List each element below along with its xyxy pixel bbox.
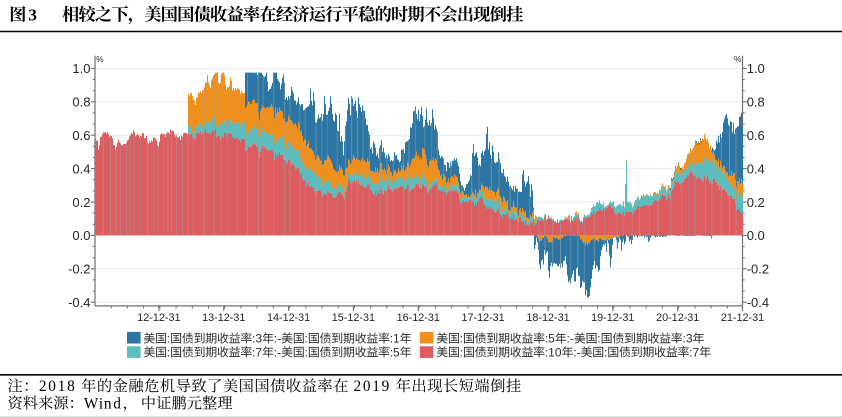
svg-text:0.8: 0.8 <box>747 95 765 110</box>
svg-text:21-12-31: 21-12-31 <box>721 312 764 324</box>
svg-text:-0.4: -0.4 <box>747 295 769 310</box>
svg-text::: : <box>604 345 607 359</box>
svg-text:0.4: 0.4 <box>747 161 765 176</box>
svg-text::: : <box>597 332 600 346</box>
svg-text::: : <box>460 345 463 359</box>
svg-text:12-12-31: 12-12-31 <box>137 312 180 324</box>
svg-text::: : <box>304 332 307 346</box>
svg-text::7: :7 <box>252 345 262 359</box>
svg-text::-: :- <box>567 332 574 346</box>
svg-text:0.6: 0.6 <box>72 128 90 143</box>
svg-text:-0.2: -0.2 <box>747 262 769 277</box>
svg-text::: : <box>304 345 307 359</box>
svg-text::10: :10 <box>545 345 562 359</box>
svg-text::: : <box>167 332 170 346</box>
svg-text:1.0: 1.0 <box>747 61 765 76</box>
svg-text:1.0: 1.0 <box>72 61 90 76</box>
svg-text:%: % <box>96 55 103 64</box>
svg-text:14-12-31: 14-12-31 <box>267 312 310 324</box>
svg-text:2019: 2019 <box>353 378 389 395</box>
svg-text:13-12-31: 13-12-31 <box>202 312 245 324</box>
svg-text::-: :- <box>274 332 281 346</box>
svg-text:-0.4: -0.4 <box>68 295 90 310</box>
svg-text::3: :3 <box>252 332 262 346</box>
svg-text:0.6: 0.6 <box>747 128 765 143</box>
svg-text:3: 3 <box>28 5 37 24</box>
svg-text::: : <box>167 345 170 359</box>
svg-text:%: % <box>734 55 741 64</box>
svg-text:0.0: 0.0 <box>747 228 765 243</box>
svg-text::-: :- <box>573 345 580 359</box>
svg-text:20-12-31: 20-12-31 <box>656 312 699 324</box>
svg-text:0.2: 0.2 <box>72 195 90 210</box>
svg-text::-: :- <box>274 345 281 359</box>
svg-text::3: :3 <box>683 332 693 346</box>
svg-text::5: :5 <box>545 332 555 346</box>
svg-text:0.0: 0.0 <box>72 228 90 243</box>
svg-text::5: :5 <box>390 345 400 359</box>
svg-text:18-12-31: 18-12-31 <box>526 312 569 324</box>
svg-text:-0.2: -0.2 <box>68 262 90 277</box>
svg-text:17-12-31: 17-12-31 <box>461 312 504 324</box>
svg-text:16-12-31: 16-12-31 <box>397 312 440 324</box>
svg-text:0.4: 0.4 <box>72 161 90 176</box>
svg-text::7: :7 <box>689 345 699 359</box>
svg-text:Wind: Wind <box>84 395 121 412</box>
svg-text::: : <box>460 332 463 346</box>
svg-text:2018: 2018 <box>39 378 75 395</box>
svg-text:0.2: 0.2 <box>747 195 765 210</box>
svg-text:0.8: 0.8 <box>72 95 90 110</box>
svg-text:15-12-31: 15-12-31 <box>332 312 375 324</box>
svg-text:19-12-31: 19-12-31 <box>591 312 634 324</box>
svg-text::1: :1 <box>390 332 400 346</box>
